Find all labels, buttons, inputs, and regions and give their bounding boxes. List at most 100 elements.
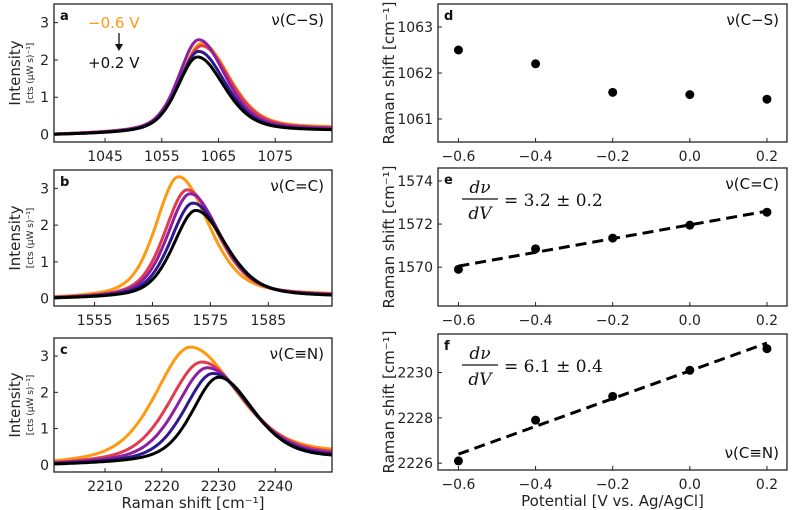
panel-d: 1061 1062 1063 −0.6 −0.4 −0.2 0.0 0.2 d ν(C−S) Ram…: [380, 1, 788, 165]
panel-c: 0 1 2 3 2210 2220 2230 2240 c ν(C≡N) Intensity [cts…: [6, 337, 333, 510]
data-point: [685, 365, 695, 375]
series-line-0.4V: [54, 188, 332, 299]
y-tick-label: 1574: [397, 174, 433, 190]
y-axis-label: Intensity: [6, 372, 24, 437]
x-tick-label: −0.4: [519, 313, 553, 329]
data-point: [762, 94, 772, 104]
y-tick-label: 1: [40, 422, 49, 438]
data-point: [685, 220, 695, 230]
data-point: [762, 344, 772, 354]
plot-frame: [53, 3, 333, 143]
equation-rhs: = 3.2 ± 0.2: [504, 191, 603, 211]
y-axis-label: Intensity: [6, 40, 24, 105]
y-tick-label: 1063: [397, 20, 433, 36]
x-tick-label: 0.2: [756, 149, 778, 165]
panel-label: b: [60, 175, 69, 190]
y-axis-label: Raman shift [cm⁻¹]: [380, 1, 398, 144]
mode-annotation: ν(C≡N): [270, 345, 324, 363]
data-point: [762, 207, 772, 217]
x-tick-label: 1065: [201, 149, 237, 165]
data-point: [685, 90, 695, 100]
x-tick-label: −0.6: [441, 149, 475, 165]
x-tick-label: 2210: [87, 479, 123, 495]
y-tick-label: 2: [40, 385, 49, 401]
y-tick-label: 0: [40, 292, 49, 308]
equation-numerator: dν: [469, 344, 490, 364]
y-tick-label: 3: [40, 16, 49, 32]
y-tick-label: 2228: [397, 411, 433, 427]
y-tick-label: 2230: [397, 366, 433, 382]
series-line-0.2V: [54, 366, 332, 465]
series-line-0.0V: [54, 372, 332, 466]
x-tick-label: 1555: [77, 313, 113, 329]
equation-denominator: dV: [468, 204, 493, 224]
y-tick-label: 2226: [397, 456, 433, 472]
data-point: [531, 59, 541, 69]
plot-frame: [437, 167, 788, 307]
y-axis-units: [cts (μW s)⁻¹]: [26, 375, 36, 436]
x-tick-label: 0.0: [679, 149, 701, 165]
plot-frame: [437, 333, 788, 471]
equation-denominator: dV: [468, 370, 493, 390]
y-tick-label: 3: [40, 181, 49, 197]
panel-a: 0 1 2 3 1045 1055 1065 1075 −0.6 V +0.2 V a ν(C−S) I…: [6, 3, 333, 165]
y-axis-label: Intensity: [6, 205, 24, 270]
y-tick-label: 3: [40, 349, 49, 365]
panel-label: e: [444, 173, 453, 188]
y-tick-label: 1570: [397, 260, 433, 276]
panel-label: f: [444, 339, 450, 354]
panel-e: 1570 1572 1574 −0.6 −0.4 −0.2 0.0 0.2 dν dV = 3.2 …: [380, 165, 788, 329]
x-tick-label: 0.2: [756, 477, 778, 493]
plot-frame: [53, 337, 333, 473]
data-point: [608, 391, 618, 401]
data-point: [531, 244, 541, 254]
panel-label: a: [60, 9, 69, 24]
y-tick-label: 2: [40, 53, 49, 69]
x-tick-label: −0.6: [441, 477, 475, 493]
y-tick-label: 0: [40, 458, 49, 474]
x-tick-label: 1045: [87, 149, 123, 165]
mode-annotation: ν(C=C): [725, 175, 779, 193]
y-axis-label: Raman shift [cm⁻¹]: [380, 165, 398, 308]
x-tick-label: 0.2: [756, 313, 778, 329]
legend-end-label: +0.2 V: [88, 54, 140, 72]
data-point: [453, 45, 463, 55]
x-tick-label: −0.4: [519, 477, 553, 493]
x-tick-label: 1565: [135, 313, 171, 329]
y-tick-label: 1: [40, 90, 49, 106]
mode-annotation: ν(C=C): [270, 177, 324, 195]
x-tick-label: −0.2: [596, 313, 630, 329]
x-tick-label: −0.6: [441, 313, 475, 329]
y-axis-label: Raman shift [cm⁻¹]: [380, 330, 398, 473]
data-point: [531, 415, 541, 425]
y-tick-label: 2: [40, 218, 49, 234]
series-line-0.2V: [54, 375, 332, 466]
x-tick-label: 0.0: [679, 313, 701, 329]
y-tick-label: 1061: [397, 112, 433, 128]
y-tick-label: 1062: [397, 66, 433, 82]
equation-numerator: dν: [469, 178, 490, 198]
x-tick-label: 0.0: [679, 477, 701, 493]
x-tick-label: −0.2: [596, 149, 630, 165]
mode-annotation: ν(C−S): [271, 11, 324, 29]
panel-label: d: [444, 9, 453, 24]
series-line-0.2V: [54, 208, 332, 300]
series-line-0.0V: [54, 201, 332, 300]
panel-f: 2226 2228 2230 −0.6 −0.4 −0.2 0.0 0.2 dν dV = 6.1 …: [380, 330, 788, 510]
y-axis-units: [cts (μW s)⁻¹]: [26, 43, 36, 104]
panel-b: 0 1 2 3 1555 1565 1575 1585 b ν(C=C) Intensity [cts…: [6, 169, 333, 329]
x-axis-label: Potential [V vs. Ag/AgCl]: [521, 492, 704, 510]
data-point: [608, 87, 618, 97]
x-tick-label: 1585: [250, 313, 286, 329]
mode-annotation: ν(C≡N): [725, 444, 779, 462]
series-line-0.2V: [54, 55, 332, 136]
legend-start-label: −0.6 V: [88, 14, 140, 32]
x-tick-label: 1075: [257, 149, 293, 165]
x-tick-label: 2240: [257, 479, 293, 495]
panel-label: c: [60, 343, 68, 358]
plot-frame: [437, 3, 788, 143]
x-tick-label: 2230: [201, 479, 237, 495]
data-point: [453, 456, 463, 466]
data-point: [453, 264, 463, 274]
